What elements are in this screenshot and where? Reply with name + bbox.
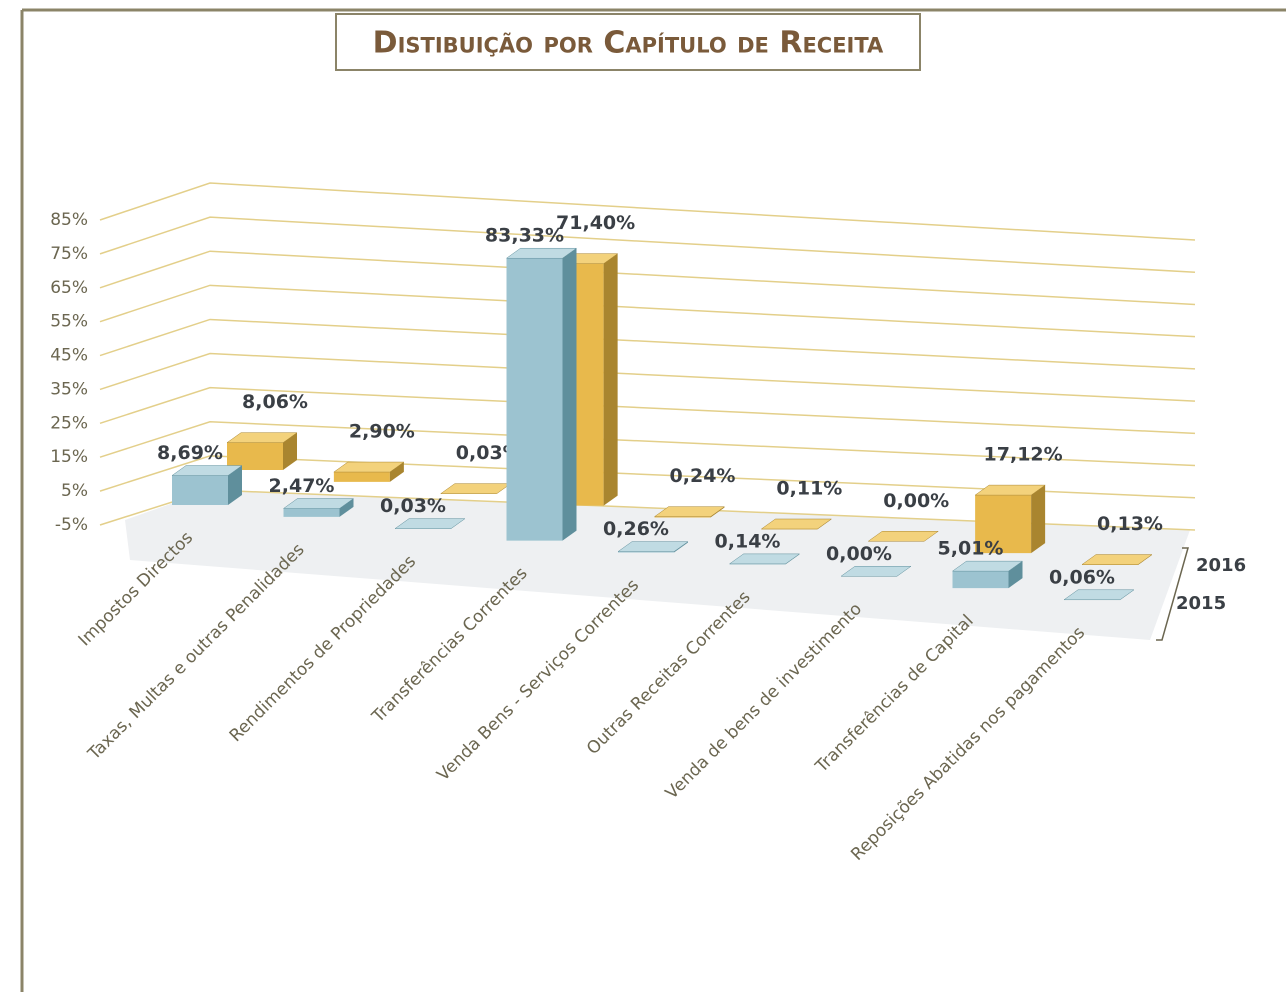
y-tick-label: 5% <box>61 481 88 501</box>
grid-line <box>99 318 1196 370</box>
chart-title: Distibuição por Capítulo de Receita <box>373 26 884 61</box>
data-label: 8,06% <box>242 391 308 413</box>
y-tick-label: 15% <box>50 447 88 467</box>
grid-line <box>99 421 1196 467</box>
grid-line <box>99 250 1196 306</box>
bar-side <box>228 465 242 505</box>
bar-top <box>505 247 578 259</box>
bar-front <box>618 551 674 553</box>
x-tick-label: Venda Bens - Serviços Correntes <box>433 575 643 785</box>
data-label: 0,24% <box>670 465 736 487</box>
bar <box>840 566 912 577</box>
bar <box>867 531 940 542</box>
bar <box>951 560 1024 589</box>
y-tick-label: 55% <box>50 312 88 332</box>
grid-line <box>99 216 1196 273</box>
data-label: 83,33% <box>485 225 564 247</box>
bar <box>974 484 1046 554</box>
bar <box>333 461 405 482</box>
bar-top <box>951 560 1024 572</box>
bar-top <box>333 461 405 473</box>
legend-label: 2016 <box>1196 555 1246 576</box>
data-label: 71,40% <box>556 212 635 234</box>
data-label: 2,90% <box>349 421 415 443</box>
bar-top <box>1081 554 1153 565</box>
bar-front <box>654 516 711 518</box>
y-tick-label: 45% <box>50 346 88 366</box>
bar-top <box>974 484 1046 496</box>
bar <box>1063 589 1135 601</box>
bar-side <box>1031 485 1046 554</box>
bar-front <box>283 508 340 517</box>
bar <box>171 465 243 505</box>
data-label: 5,01% <box>938 538 1004 560</box>
data-label: 0,14% <box>715 530 781 552</box>
bar-top <box>171 465 243 476</box>
bar <box>617 541 689 553</box>
bar-top <box>840 566 912 577</box>
data-label: 0,26% <box>603 518 669 540</box>
bar-top <box>617 541 689 552</box>
bar-top <box>394 518 466 529</box>
bar-top <box>728 553 801 565</box>
bar-top <box>760 518 833 530</box>
bar <box>226 432 298 470</box>
bar-side <box>603 253 618 506</box>
y-tick-label: 75% <box>50 244 88 264</box>
bar-side <box>283 432 297 470</box>
grid-line <box>99 455 1196 499</box>
depth-axis <box>1156 547 1189 641</box>
bar-front <box>172 475 228 505</box>
grid-line <box>99 284 1196 338</box>
x-tick-label: Reposições Abatidas nos pagamentos <box>847 623 1089 865</box>
data-label: 0,00% <box>883 490 949 512</box>
bar <box>653 506 726 518</box>
bar-front <box>333 472 390 482</box>
bar <box>282 498 355 517</box>
bar-top <box>439 483 512 494</box>
bar-top <box>282 498 355 509</box>
y-tick-label: 35% <box>50 379 88 399</box>
bar-top <box>653 506 726 517</box>
bar <box>1081 554 1153 565</box>
data-label: 0,13% <box>1097 513 1163 535</box>
bar <box>394 518 466 529</box>
bar-side <box>562 248 577 541</box>
bar-side <box>389 462 404 482</box>
bar-side <box>1008 561 1023 589</box>
grid-line <box>99 182 1196 241</box>
x-tick-label: Venda de bens de investimento <box>662 599 866 803</box>
y-tick-label: -5% <box>55 515 88 535</box>
bar-front <box>952 571 1009 589</box>
bar-top <box>1063 589 1135 601</box>
legend-label: 2015 <box>1176 593 1226 614</box>
bar <box>505 247 578 541</box>
data-label: 0,06% <box>1049 566 1115 588</box>
y-tick-label: 65% <box>50 278 88 298</box>
bar-top <box>226 432 298 443</box>
data-label: 0,00% <box>826 543 892 565</box>
grid-line <box>99 386 1196 435</box>
grid-line <box>99 352 1196 402</box>
bar <box>728 553 801 565</box>
data-label: 2,47% <box>269 475 335 497</box>
bar-front <box>506 258 563 541</box>
data-label: 17,12% <box>984 444 1063 466</box>
y-tick-label: 25% <box>50 413 88 433</box>
data-label: 0,03% <box>380 495 446 517</box>
data-label: 0,03% <box>456 442 522 464</box>
data-label: 8,69% <box>157 442 223 464</box>
data-label: 0,11% <box>776 478 842 500</box>
bar-front <box>975 495 1032 554</box>
y-tick-label: 85% <box>50 210 88 230</box>
x-tick-label: Taxas, Multas e outras Penalidades <box>84 540 309 765</box>
bar <box>439 483 512 494</box>
bar-side <box>339 498 354 517</box>
title-box <box>335 13 921 71</box>
bar-top <box>867 531 940 542</box>
floor <box>125 490 1190 640</box>
bar <box>760 518 833 530</box>
